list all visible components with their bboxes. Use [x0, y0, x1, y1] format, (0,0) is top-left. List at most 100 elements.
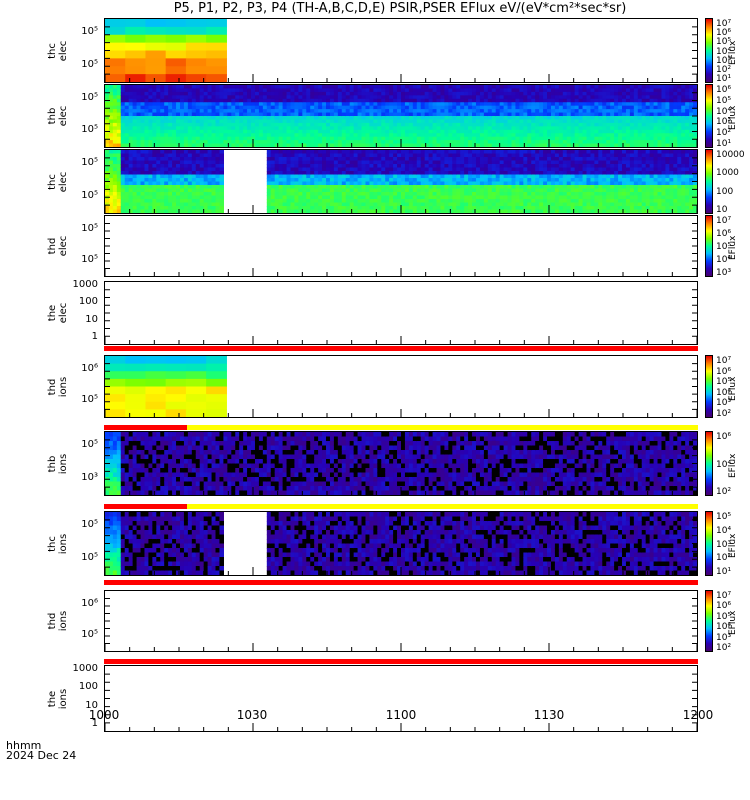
spectrogram-cell [547, 199, 552, 204]
spectrogram-cell [132, 105, 138, 110]
spectrogram-cell [365, 112, 371, 117]
spectrogram-cell [105, 122, 110, 127]
spectrogram-cell [341, 192, 347, 197]
spectrogram-cell [562, 181, 568, 186]
spectrogram-cell [483, 98, 489, 103]
spectrogram-cell [176, 178, 181, 183]
spectrogram-cell [164, 150, 169, 155]
spectrogram-cell [112, 178, 118, 183]
spectrogram-cell [183, 171, 189, 176]
spectrogram-cell [558, 109, 564, 114]
spectrogram-cell [472, 160, 477, 165]
spectrogram-cell [547, 157, 552, 162]
spectrogram-cell [270, 122, 276, 127]
spectrogram-cell [610, 116, 615, 121]
spectrogram-cell [156, 209, 161, 213]
spectrogram-cell [185, 34, 207, 44]
spectrogram-cell [570, 167, 576, 172]
spectrogram-cell [373, 174, 378, 179]
spectrogram-cell [341, 112, 347, 117]
spectrogram-cell [361, 109, 367, 114]
spectrogram-cell [105, 178, 110, 183]
spectrogram-cell [408, 209, 414, 213]
spectrogram-cell [665, 133, 670, 138]
spectrogram-cell [294, 136, 299, 141]
spectrogram-cell [574, 102, 580, 107]
spectrogram-cell [251, 88, 256, 93]
spectrogram-cell [318, 167, 323, 172]
spectrogram-cell [168, 160, 173, 165]
spectrogram-cell [578, 112, 584, 117]
spectrogram-cell [349, 109, 355, 114]
spectrogram-cell [511, 167, 517, 172]
spectrogram-cell [156, 206, 161, 211]
spectrogram-cell [258, 102, 264, 107]
spectrogram-cell [440, 171, 446, 176]
spectrogram-cell [475, 188, 481, 193]
spectrogram-cell [582, 185, 588, 190]
spectrogram-cell [341, 133, 347, 138]
spectrogram-cell [483, 91, 489, 96]
spectrogram-cell [416, 195, 422, 200]
spectrogram-cell [322, 129, 327, 134]
spectrogram-cell [199, 133, 205, 138]
spectrogram-cell [199, 105, 205, 110]
spectrogram-cell [448, 171, 453, 176]
spectrogram-cell [124, 140, 130, 145]
spectrogram-cell [523, 153, 528, 158]
spectrogram-cell [519, 129, 524, 134]
spectrogram-cell [503, 88, 509, 93]
spectrogram-cell [132, 136, 138, 141]
spectrogram-cell [314, 133, 319, 138]
spectrogram-cell [531, 209, 536, 213]
spectrogram-cell [637, 116, 643, 121]
spectrogram-cell [460, 209, 465, 213]
spectrogram-cell [452, 195, 457, 200]
spectrogram-cell [278, 119, 284, 124]
spectrogram-cell [156, 126, 161, 131]
spectrogram-cell [582, 188, 588, 193]
spectrogram-cell [160, 181, 165, 186]
spectrogram-cell [606, 157, 611, 162]
spectrogram-cell [428, 171, 434, 176]
spectrogram-cell [116, 178, 122, 183]
spectrogram-cell [408, 98, 414, 103]
spectrogram-cell [527, 91, 532, 96]
spectrogram-cell [523, 116, 528, 121]
spectrogram-cell [625, 85, 631, 90]
spectrogram-cell [286, 171, 292, 176]
spectrogram-cell [503, 195, 509, 200]
spectrogram-cell [539, 167, 544, 172]
spectrogram-cell [566, 140, 572, 145]
spectrogram-cell [377, 209, 382, 213]
spectrogram-cell [661, 91, 667, 96]
spectrogram-cell [270, 98, 276, 103]
spectrogram-cell [531, 122, 536, 127]
spectrogram-cell [452, 102, 457, 107]
spectrogram-cell [535, 136, 540, 141]
spectrogram-cell [120, 185, 126, 190]
spectrogram-cell [578, 153, 584, 158]
spectrogram-cell [270, 153, 276, 158]
spectrogram-cell [586, 85, 592, 90]
spectrogram-cell [211, 126, 217, 131]
spectrogram-cell [120, 167, 126, 172]
spectrogram-cell [669, 95, 674, 100]
spectrogram-cell [582, 136, 588, 141]
spectrogram-cell [404, 160, 410, 165]
spectrogram-cell [206, 50, 227, 59]
spectrogram-cell [211, 143, 217, 147]
spectrogram-cell [404, 192, 410, 197]
spectrogram-cell [495, 178, 501, 183]
spectrogram-cell [176, 122, 181, 127]
spectrogram-cell [543, 171, 548, 176]
spectrogram-cell [345, 133, 351, 138]
spectrogram-cell [215, 178, 221, 183]
spectrogram-cell [590, 185, 595, 190]
spectrogram-cell [381, 126, 386, 131]
spectrogram-cell [420, 160, 426, 165]
spectrogram-cell [483, 160, 489, 165]
spectrogram-cell [381, 85, 386, 90]
spectrogram-cell [645, 119, 651, 124]
spectrogram-cell [393, 199, 398, 204]
